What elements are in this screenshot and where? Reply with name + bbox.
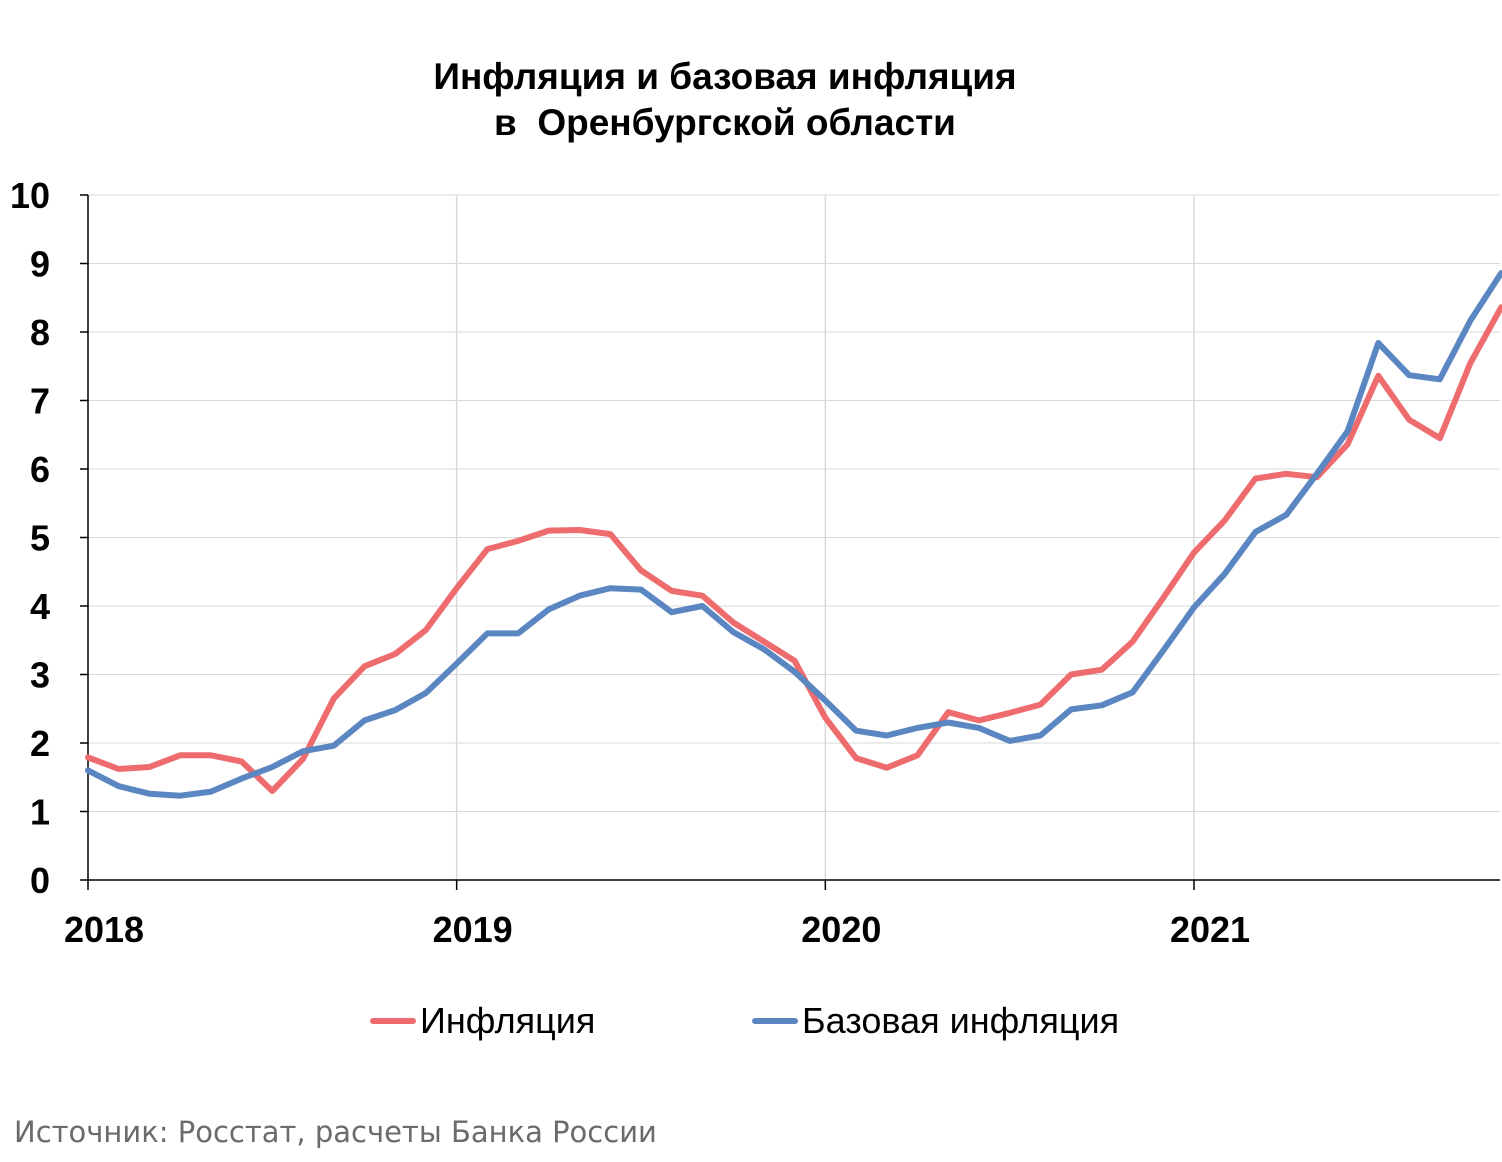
chart-title: Инфляция и базовая инфляция в Оренбургск… <box>0 54 1450 146</box>
legend-label-inflation: Инфляция <box>420 1000 596 1041</box>
y-tick-label: 0 <box>30 860 50 901</box>
legend-item-inflation: Инфляция <box>370 1000 595 1042</box>
legend-item-core-inflation: Базовая инфляция <box>752 1000 1119 1042</box>
vertical-gridlines <box>455 195 1195 880</box>
y-tick-label: 1 <box>30 792 50 833</box>
y-tick-label: 9 <box>30 244 50 285</box>
y-tick-labels: 0 1 2 3 4 5 6 7 8 9 10 <box>10 175 50 901</box>
y-tick-label: 6 <box>30 449 50 490</box>
x-tick-label: 2021 <box>1170 909 1250 950</box>
y-tick-label: 4 <box>30 586 50 627</box>
chart-plot: 0 1 2 3 4 5 6 7 8 9 10 2018 2019 2020 2021 <box>10 175 1502 950</box>
series-line-core-inflation <box>85 270 1502 799</box>
x-tick-label: 2018 <box>64 909 144 950</box>
axes <box>80 194 1500 890</box>
legend-label-core-inflation: Базовая инфляция <box>802 1000 1120 1041</box>
x-tick-label: 2019 <box>433 909 513 950</box>
series-lines <box>85 270 1502 799</box>
x-tick-label: 2020 <box>801 909 881 950</box>
source-note: Источник: Росстат, расчеты Банка России <box>14 1115 657 1149</box>
legend-swatch-core-inflation <box>752 1018 798 1024</box>
y-tick-label: 2 <box>30 723 50 764</box>
series-line-inflation <box>85 304 1502 794</box>
y-tick-label: 3 <box>30 655 50 696</box>
chart-title-line-2: в Оренбургской области <box>494 102 956 143</box>
legend: Инфляция Базовая инфляция <box>0 1000 1502 1050</box>
y-tick-label: 7 <box>30 381 50 422</box>
y-tick-label: 5 <box>30 518 50 559</box>
chart-title-line-1: Инфляция и базовая инфляция <box>433 56 1017 97</box>
y-tick-label: 10 <box>10 175 50 216</box>
x-tick-labels: 2018 2019 2020 2021 <box>64 909 1250 950</box>
y-tick-label: 8 <box>30 312 50 353</box>
legend-swatch-inflation <box>370 1018 416 1024</box>
horizontal-gridlines <box>88 194 1500 812</box>
